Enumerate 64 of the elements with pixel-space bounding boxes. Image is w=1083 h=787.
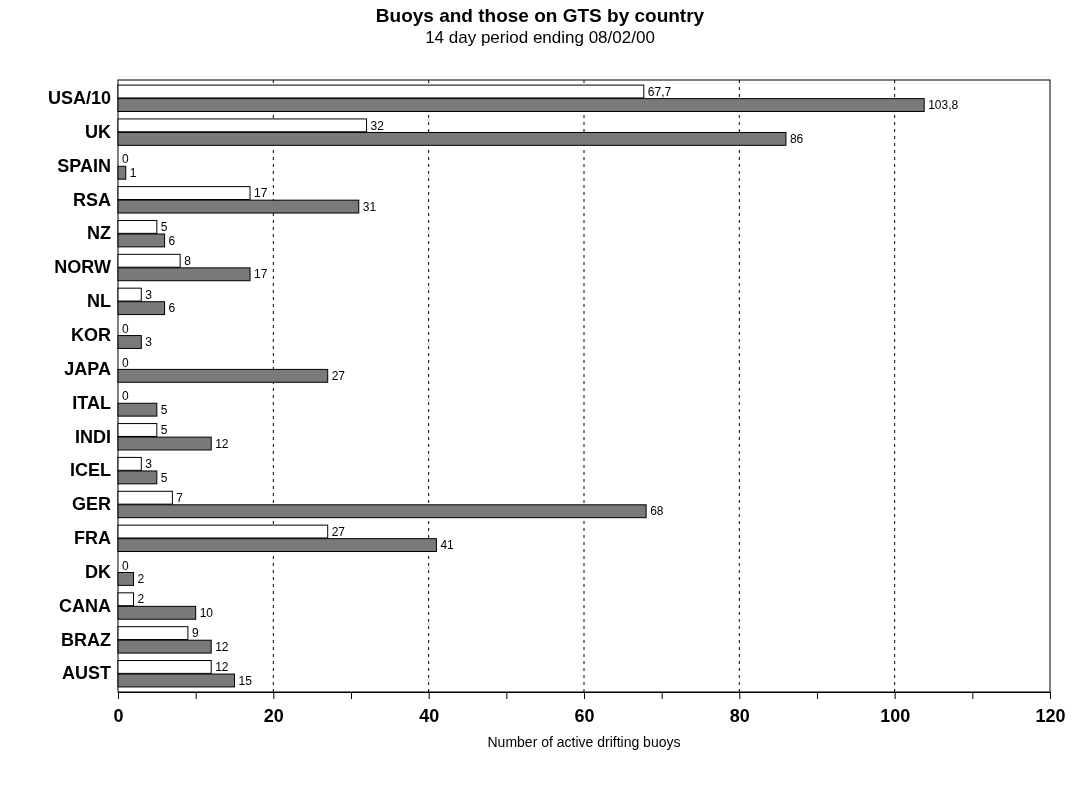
data-label: 9 bbox=[191, 626, 199, 641]
data-label: 2 bbox=[137, 572, 145, 587]
data-label: 12 bbox=[215, 436, 229, 451]
data-label: 17 bbox=[254, 186, 268, 201]
y-tick-label: AUST bbox=[62, 663, 111, 684]
y-tick-label: CANA bbox=[59, 595, 111, 616]
chart-subtitle: 14 day period ending 08/02/00 bbox=[425, 28, 655, 47]
data-label: 8 bbox=[184, 253, 192, 268]
data-label: 31 bbox=[362, 199, 377, 214]
y-tick-label: SPAIN bbox=[57, 155, 111, 176]
y-tick-label: UK bbox=[85, 121, 111, 142]
y-tick-label: FRA bbox=[74, 528, 111, 549]
data-label: 3 bbox=[145, 457, 153, 472]
data-label: 5 bbox=[160, 423, 168, 438]
data-label: 27 bbox=[331, 369, 346, 384]
y-tick-label: INDI bbox=[75, 426, 111, 447]
x-tick-label: 100 bbox=[880, 705, 911, 726]
x-tick-label: 60 bbox=[574, 705, 595, 726]
y-tick-label: RSA bbox=[72, 189, 111, 210]
x-tick-label: 40 bbox=[419, 705, 440, 726]
y-tick-label: NORW bbox=[54, 257, 111, 278]
y-tick-label: GER bbox=[71, 494, 111, 515]
data-label: 5 bbox=[160, 402, 168, 417]
data-label: 0 bbox=[122, 152, 129, 167]
y-tick-label: KOR bbox=[71, 324, 111, 345]
data-label: 41 bbox=[440, 538, 455, 553]
data-label: 12 bbox=[215, 660, 229, 675]
data-label: 5 bbox=[160, 220, 168, 235]
data-label: 12 bbox=[215, 639, 229, 654]
data-label: 15 bbox=[238, 673, 253, 688]
data-label: 0 bbox=[122, 321, 129, 336]
data-label: 17 bbox=[254, 267, 268, 282]
y-tick-label: JAPA bbox=[64, 358, 111, 379]
x-tick-label: 20 bbox=[263, 705, 284, 726]
x-axis-title: Number of active drifting buoys bbox=[487, 734, 681, 750]
data-label: 0 bbox=[122, 389, 129, 404]
x-tick-label: 0 bbox=[113, 705, 124, 726]
data-label: 5 bbox=[160, 470, 168, 485]
data-label: 103,8 bbox=[928, 98, 959, 113]
x-tick-label: 120 bbox=[1035, 705, 1066, 726]
data-label: 68 bbox=[650, 504, 664, 519]
y-tick-label: USA/10 bbox=[47, 88, 111, 109]
y-tick-label: NL bbox=[87, 291, 111, 312]
chart-title: Buoys and those on GTS by country bbox=[375, 5, 705, 26]
data-label: 6 bbox=[168, 301, 176, 316]
y-tick-label: DK bbox=[85, 561, 111, 582]
data-label: 0 bbox=[122, 558, 129, 573]
data-label: 3 bbox=[145, 335, 153, 350]
data-label: 27 bbox=[331, 524, 346, 539]
y-tick-label: ITAL bbox=[72, 392, 111, 413]
data-label: 86 bbox=[789, 132, 804, 147]
data-label: 10 bbox=[199, 605, 214, 620]
x-tick-label: 80 bbox=[729, 705, 750, 726]
data-label: 1 bbox=[129, 165, 137, 180]
data-label: 3 bbox=[145, 287, 153, 302]
data-label: 2 bbox=[137, 592, 145, 607]
data-label: 7 bbox=[176, 490, 184, 505]
data-label: 32 bbox=[370, 118, 385, 133]
data-label: 0 bbox=[122, 355, 129, 370]
y-tick-label: ICEL bbox=[69, 460, 111, 481]
data-label: 67,7 bbox=[647, 84, 672, 99]
data-label: 6 bbox=[168, 233, 176, 248]
y-tick-label: BRAZ bbox=[61, 629, 111, 650]
y-tick-label: NZ bbox=[87, 223, 111, 244]
